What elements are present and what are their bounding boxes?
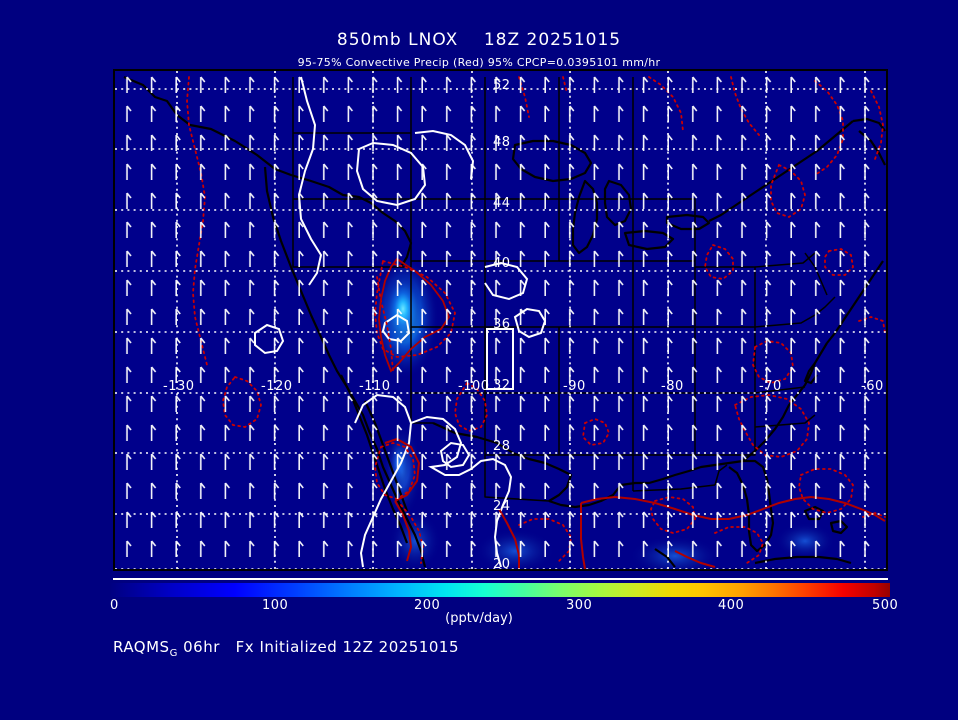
colorbar-tick-300: 300 — [566, 598, 593, 613]
colorbar-tick-0: 0 — [110, 598, 119, 613]
colorbar-tick-400: 400 — [718, 598, 745, 613]
colorbar[interactable] — [110, 583, 890, 597]
page-title: 850mb LNOX 18Z 20251015 — [336, 30, 622, 50]
colorbar-tick-100: 100 — [262, 598, 289, 613]
colorbar-tick-200: 200 — [414, 598, 441, 613]
colorbar-units-label: (pptv/day) — [445, 611, 513, 626]
model-name: RAQMS — [113, 638, 170, 656]
map-plot-area[interactable]: -130 -120 -110 -100 -90 -80 -70 -60 52 4… — [113, 69, 888, 571]
model-run-label: RAQMSG 06hr Fx Initialized 12Z 20251015 — [113, 638, 459, 659]
colorbar-tick-500: 500 — [872, 598, 899, 613]
model-run-details: 06hr Fx Initialized 12Z 20251015 — [177, 638, 459, 656]
page-subtitle: 95-75% Convective Precip (Red) 95% CPCP=… — [297, 56, 661, 69]
wind-vectors — [115, 71, 886, 569]
colorbar-divider-line — [113, 578, 888, 580]
map-svg — [115, 71, 886, 569]
model-subscript: G — [169, 648, 178, 659]
